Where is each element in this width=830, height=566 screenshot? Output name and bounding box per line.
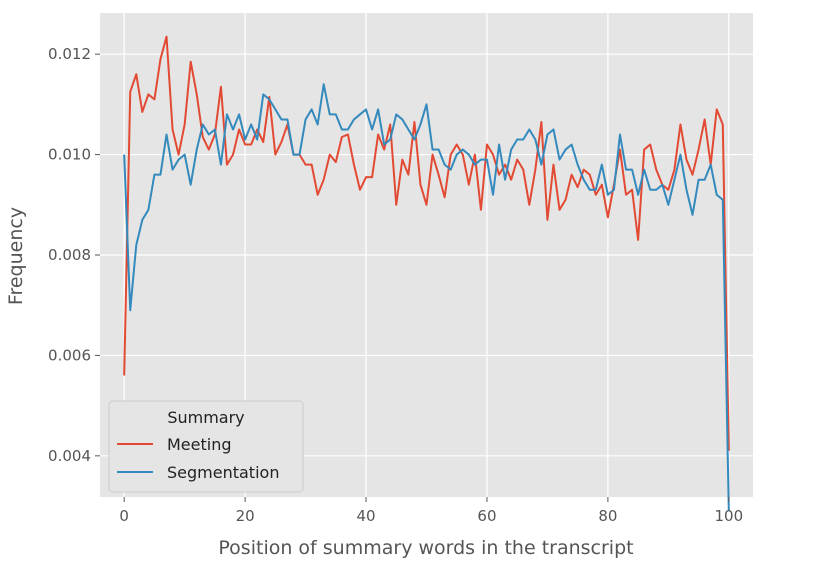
y-tick-label: 0.004 (48, 447, 91, 465)
legend-title: Summary (167, 408, 244, 427)
legend-box (108, 400, 304, 493)
x-tick-label: 100 (714, 507, 743, 525)
legend-label-meeting: Meeting (167, 435, 232, 454)
legend: Summary Meeting Segmentation (108, 400, 304, 493)
x-tick-label: 40 (356, 507, 375, 525)
y-tick-label: 0.008 (48, 246, 91, 264)
tick-labels: 0 20 40 60 80 100 0.004 0.006 0.008 0.010 0.012 (48, 45, 743, 525)
legend-label-segmentation: Segmentation (167, 463, 279, 482)
series-layer (123, 35, 730, 512)
y-tick-label: 0.012 (48, 45, 91, 63)
series-line-segmentation (123, 83, 730, 512)
y-axis-title: Frequency (5, 207, 27, 305)
y-tick-label: 0.010 (48, 146, 91, 164)
x-axis-title: Position of summary words in the transcr… (218, 537, 633, 559)
x-tick-label: 60 (477, 507, 496, 525)
x-tick-label: 80 (598, 507, 617, 525)
x-tick-label: 0 (119, 507, 129, 525)
y-tick-label: 0.006 (48, 346, 91, 364)
x-tick-label: 20 (236, 507, 255, 525)
